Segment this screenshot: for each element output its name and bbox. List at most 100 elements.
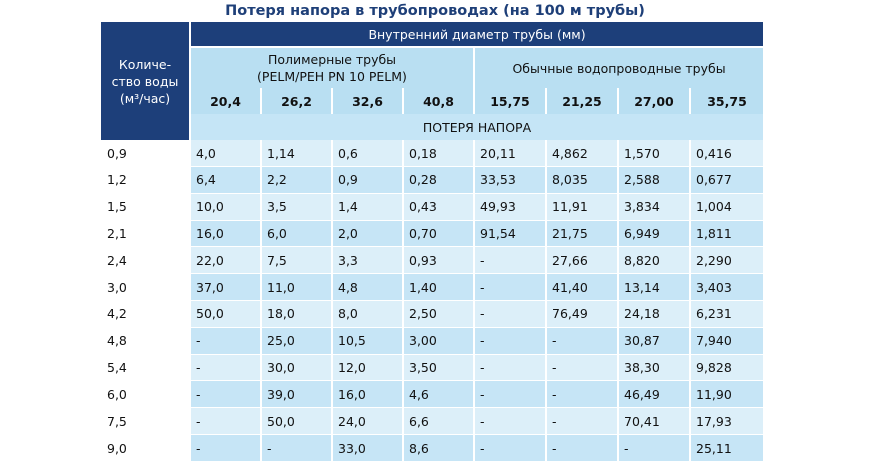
head-loss-value-cell: 2,0 [333, 220, 404, 248]
diameter-size-cell: 21,25 [547, 88, 619, 115]
head-loss-value-cell: 0,18 [404, 140, 475, 167]
head-loss-value-cell: 2,290 [691, 247, 764, 275]
head-loss-value-cell: 2,2 [262, 166, 333, 194]
table-row: 1,2 6,4 2,2 0,9 0,28 33,53 8,035 2,588 0,677 [101, 166, 764, 194]
head-loss-value-cell: 2,588 [619, 166, 691, 194]
head-loss-value-cell: - [475, 354, 547, 382]
diameter-size-cell: 35,75 [691, 88, 764, 115]
head-loss-value-cell: - [191, 327, 262, 355]
head-loss-value-cell: 1,4 [333, 193, 404, 221]
head-loss-value-cell: - [475, 327, 547, 355]
quantity-header-line1: Количе- [118, 56, 172, 72]
table-row: 6,0-39,0 16,0 4,6- -46,49 11,90 [101, 381, 764, 409]
table-row: 7,5-50,0 24,0 6,6- -70,41 17,93 [101, 408, 764, 436]
diameter-size-cell: 15,75 [475, 88, 547, 115]
table-title: Потеря напора в трубопроводах (на 100 м … [225, 3, 645, 19]
flow-rate-cell: 2,1 [101, 220, 191, 248]
head-loss-value-cell: 50,0 [191, 300, 262, 328]
head-loss-value-cell: 37,0 [191, 274, 262, 301]
quantity-header-line3: (м³/час) [119, 90, 171, 106]
head-loss-value-cell: 13,14 [619, 274, 691, 301]
table-row: 1,5 10,0 3,5 1,4 0,43 49,93 11,91 3,834 1,004 [101, 193, 764, 221]
head-loss-value-cell: 7,5 [262, 247, 333, 275]
table-row: 4,8-25,0 10,5 3,00- -30,87 7,940 [101, 327, 764, 355]
head-loss-value-cell: 11,90 [691, 381, 764, 409]
flow-rate-cell: 3,0 [101, 274, 191, 301]
diameter-size-cell: 40,8 [404, 88, 475, 115]
head-loss-value-cell: 8,820 [619, 247, 691, 275]
head-loss-value-cell: 0,9 [333, 166, 404, 194]
head-loss-value-cell: 41,40 [547, 274, 619, 301]
table-row: 4,2 50,0 18,0 8,0 2,50-76,49 24,18 6,231 [101, 300, 764, 328]
head-loss-value-cell: - [262, 435, 333, 462]
diameter-size-cell: 20,4 [191, 88, 262, 115]
table-row: 0,9 4,0 1,14 0,6 0,18 20,11 4,862 1,570 0,416 [101, 140, 764, 167]
head-loss-value-cell: 25,11 [691, 435, 764, 462]
head-loss-value-cell: 4,0 [191, 140, 262, 167]
head-loss-value-cell: 24,18 [619, 300, 691, 328]
quantity-header-line2: ство воды [111, 73, 179, 89]
head-loss-value-cell: - [475, 247, 547, 275]
flow-rate-cell: 4,2 [101, 300, 191, 328]
head-loss-value-cell: 3,50 [404, 354, 475, 382]
head-loss-value-cell: 70,41 [619, 408, 691, 436]
head-loss-value-cell: 0,6 [333, 140, 404, 167]
head-loss-value-cell: 2,50 [404, 300, 475, 328]
head-loss-value-cell: 0,416 [691, 140, 764, 167]
flow-rate-cell: 5,4 [101, 354, 191, 382]
head-loss-value-cell: 0,43 [404, 193, 475, 221]
head-loss-value-cell: 46,49 [619, 381, 691, 409]
head-loss-value-cell: 3,834 [619, 193, 691, 221]
head-loss-value-cell: 17,93 [691, 408, 764, 436]
head-loss-value-cell: 1,811 [691, 220, 764, 248]
head-loss-value-cell: 3,5 [262, 193, 333, 221]
head-loss-value-cell: 16,0 [191, 220, 262, 248]
head-loss-value-cell: 8,035 [547, 166, 619, 194]
head-loss-value-cell: 30,0 [262, 354, 333, 382]
head-loss-value-cell: - [475, 300, 547, 328]
flow-rate-cell: 1,5 [101, 193, 191, 221]
head-loss-value-cell: 6,4 [191, 166, 262, 194]
diameter-size-cell: 26,2 [262, 88, 333, 115]
flow-rate-cell: 0,9 [101, 140, 191, 167]
head-loss-value-cell: 9,828 [691, 354, 764, 382]
head-loss-value-cell: - [191, 381, 262, 409]
head-loss-value-cell: 6,949 [619, 220, 691, 248]
head-loss-value-cell: 1,570 [619, 140, 691, 167]
head-loss-value-cell: 0,677 [691, 166, 764, 194]
head-loss-value-cell: - [191, 408, 262, 436]
head-loss-value-cell: 12,0 [333, 354, 404, 382]
head-loss-value-cell: 24,0 [333, 408, 404, 436]
head-loss-value-cell: - [475, 408, 547, 436]
head-loss-value-cell: 3,3 [333, 247, 404, 275]
head-loss-value-cell: 33,53 [475, 166, 547, 194]
head-loss-value-cell: 8,0 [333, 300, 404, 328]
head-loss-value-cell: 11,0 [262, 274, 333, 301]
head-loss-value-cell: 8,6 [404, 435, 475, 462]
head-loss-header: ПОТЕРЯ НАПОРА [191, 114, 764, 141]
head-loss-value-cell: - [547, 327, 619, 355]
head-loss-value-cell: - [547, 354, 619, 382]
diameter-size-cell: 27,00 [619, 88, 691, 115]
head-loss-value-cell: 6,0 [262, 220, 333, 248]
regular-pipes-header: Обычные водопроводные трубы [475, 48, 764, 89]
flow-rate-cell: 4,8 [101, 327, 191, 355]
head-loss-value-cell: 10,0 [191, 193, 262, 221]
head-loss-value-cell: 0,93 [404, 247, 475, 275]
head-loss-value-cell: 11,91 [547, 193, 619, 221]
head-loss-value-cell: 0,28 [404, 166, 475, 194]
polymer-pipes-line2: (PELM/PEH PN 10 PELM) [257, 69, 407, 85]
head-loss-value-cell: 38,30 [619, 354, 691, 382]
head-loss-value-cell: 4,6 [404, 381, 475, 409]
head-loss-value-cell: 33,0 [333, 435, 404, 462]
head-loss-value-cell: 1,40 [404, 274, 475, 301]
head-loss-table: Количе- ство воды (м³/час) Внутренний ди… [101, 22, 764, 462]
head-loss-value-cell: 0,70 [404, 220, 475, 248]
head-loss-value-cell: 3,403 [691, 274, 764, 301]
head-loss-value-cell: 16,0 [333, 381, 404, 409]
head-loss-value-cell: 21,75 [547, 220, 619, 248]
head-loss-value-cell: - [547, 381, 619, 409]
flow-rate-cell: 1,2 [101, 166, 191, 194]
head-loss-value-cell: 25,0 [262, 327, 333, 355]
polymer-pipes-line1: Полимерные трубы [267, 52, 397, 68]
